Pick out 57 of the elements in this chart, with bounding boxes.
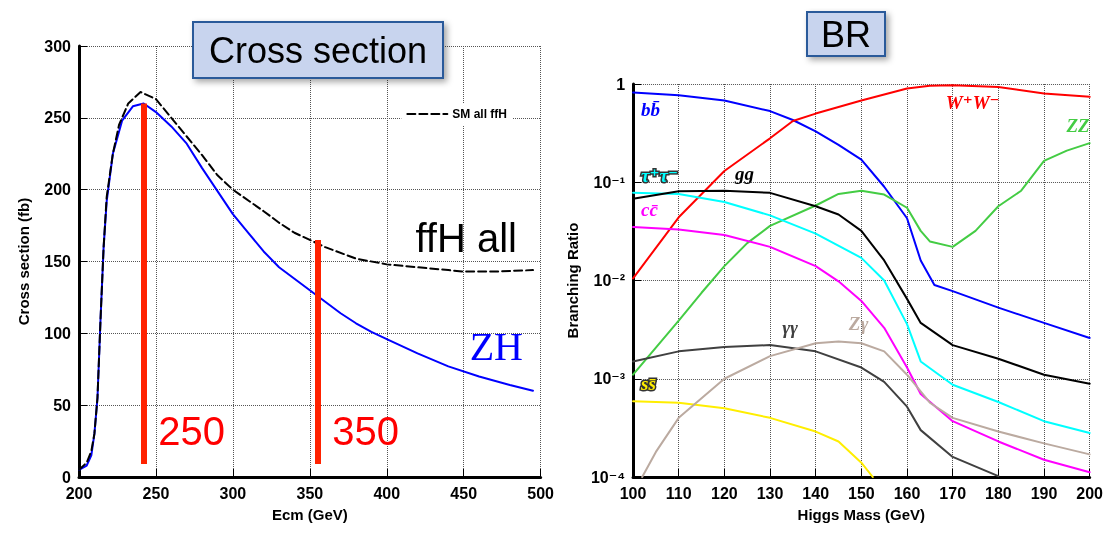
x-tick-label: 450 [450, 484, 478, 502]
annotation: 350 [332, 409, 399, 454]
x-tick-label: 200 [1076, 484, 1104, 502]
series-label: γγ [782, 317, 799, 339]
y-axis-title: Branching Ratio [564, 222, 581, 339]
line-series [632, 91, 1091, 339]
y-axis-title: Cross section (fb) [15, 197, 32, 326]
y-tick-label: 10⁻³ [593, 370, 626, 388]
y-tick-label: 10⁻¹ [593, 173, 626, 191]
line-series [632, 142, 1091, 376]
annotation: 250 [158, 409, 226, 454]
series-label: ss̄ [640, 373, 656, 395]
x-tick-label: 170 [939, 484, 967, 502]
series-label: cc̄ [641, 199, 659, 221]
x-tick-label: 300 [219, 484, 247, 502]
line-series [632, 344, 1000, 478]
y-tick-label: 100 [44, 324, 72, 342]
x-tick-label: 400 [373, 484, 401, 502]
y-tick-label: 0 [62, 468, 72, 486]
x-tick-label: 200 [65, 484, 93, 502]
y-tick-label: 250 [44, 109, 72, 127]
y-tick-label: 200 [44, 181, 72, 199]
x-tick-label: 190 [1030, 484, 1058, 502]
x-tick-label: 110 [665, 484, 692, 502]
y-tick-label: 10⁻² [593, 272, 626, 289]
y-tick-label: 300 [44, 37, 72, 55]
x-tick-label: 130 [756, 484, 784, 502]
x-tick-label: 500 [527, 484, 555, 502]
y-tick-label: 10⁻⁴ [590, 468, 626, 486]
x-axis-title: Ecm (GeV) [271, 506, 348, 523]
line-series [632, 400, 874, 478]
line-series [641, 340, 1091, 478]
line-series [632, 191, 1091, 435]
x-tick-label: 140 [802, 484, 830, 502]
series-label: W⁺W⁻ [945, 92, 1000, 114]
x-tick-label: 120 [711, 484, 738, 502]
series-label: gg [733, 162, 754, 184]
line-series [632, 226, 1091, 474]
x-tick-label: 350 [296, 484, 324, 502]
annotation: ffH all [415, 216, 518, 260]
series-label: ZH [469, 324, 523, 370]
legend-label: SM all ffH [452, 107, 507, 121]
x-tick-label: 160 [893, 484, 921, 502]
y-tick-label: 150 [44, 253, 72, 270]
series-label: τ⁺τ⁻ [641, 164, 678, 186]
x-axis-title: Higgs Mass (GeV) [797, 506, 926, 523]
x-tick-label: 100 [619, 484, 647, 502]
chart-title: BR [821, 13, 872, 55]
chart-title: Cross section [209, 29, 428, 71]
x-tick-label: 180 [984, 484, 1012, 502]
series-label: Zγ [847, 313, 869, 335]
x-tick-label: 250 [142, 484, 170, 502]
series-label: ZZ [1065, 115, 1091, 137]
series-label: bb̄ [641, 99, 661, 121]
x-tick-label: 150 [848, 484, 875, 502]
y-tick-label: 50 [53, 396, 72, 414]
y-tick-label: 1 [616, 75, 626, 93]
